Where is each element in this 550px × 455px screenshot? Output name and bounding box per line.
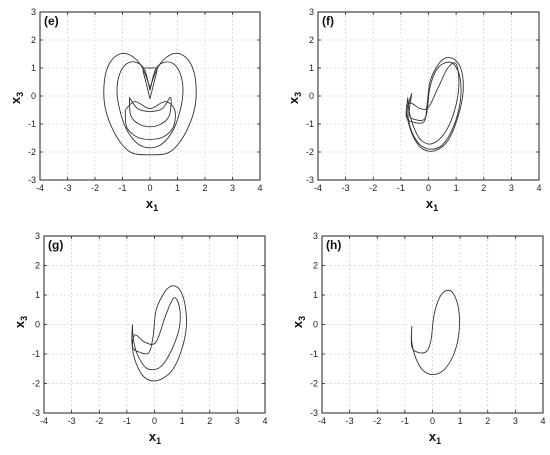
- y-tick-label: -1: [28, 119, 36, 129]
- x-tick-label: 1: [180, 416, 185, 426]
- series-line-4: [128, 96, 172, 128]
- x-tick-label: -3: [342, 183, 350, 193]
- x-axis-label: x1: [429, 429, 441, 446]
- y-tick-label: -1: [32, 349, 40, 359]
- y-tick-label: 2: [35, 261, 40, 271]
- x-tick-label: 1: [454, 183, 459, 193]
- y-tick-label: 1: [31, 63, 36, 73]
- x-tick-label: -2: [373, 416, 381, 426]
- series-line-2: [142, 67, 158, 99]
- x-tick-label: -1: [123, 416, 131, 426]
- x-tick-label: 2: [481, 183, 486, 193]
- x-tick-label: 0: [430, 416, 435, 426]
- x-tick-label: 0: [426, 183, 431, 193]
- x-axis-label: x1: [149, 429, 161, 446]
- x-tick-label: 1: [458, 416, 463, 426]
- y-tick-label: 3: [31, 7, 36, 17]
- y-tick-label: -2: [306, 147, 314, 157]
- x-tick-label: -2: [91, 183, 99, 193]
- y-tick-label: 0: [313, 320, 318, 330]
- x-tick-label: -2: [369, 183, 377, 193]
- series-line-0: [405, 57, 464, 152]
- x-axis-label-subscript: 1: [436, 436, 441, 446]
- x-tick-label: -3: [346, 416, 354, 426]
- x-tick-label: 3: [230, 183, 235, 193]
- x-axis-label-subscript: 1: [156, 436, 161, 446]
- y-axis-label: x3: [8, 92, 25, 104]
- series-line-1: [116, 61, 184, 149]
- x-tick-label: 2: [202, 183, 207, 193]
- series-line-0: [131, 285, 187, 382]
- x-tick-label: 3: [513, 416, 518, 426]
- y-tick-label: -3: [306, 175, 314, 185]
- x-axis-label-subscript: 1: [153, 203, 158, 213]
- x-tick-label: -4: [40, 416, 48, 426]
- y-tick-label: 2: [313, 261, 318, 271]
- y-tick-label: 2: [309, 35, 314, 45]
- y-tick-label: 0: [35, 320, 40, 330]
- panel-label: (g): [48, 238, 63, 252]
- series-line-3: [124, 101, 176, 140]
- y-axis-label-subscript: 3: [19, 316, 29, 321]
- y-tick-label: 1: [309, 63, 314, 73]
- x-tick-label: 2: [207, 416, 212, 426]
- y-tick-label: 3: [35, 231, 40, 241]
- y-tick-label: -3: [310, 408, 318, 418]
- y-axis-label: x3: [286, 92, 303, 104]
- y-tick-label: 3: [309, 7, 314, 17]
- y-tick-label: 0: [31, 91, 36, 101]
- x-tick-label: -1: [401, 416, 409, 426]
- x-axis-label-subscript: 1: [433, 203, 438, 213]
- panel-label: (h): [326, 238, 341, 252]
- x-tick-label: -4: [36, 183, 44, 193]
- x-tick-label: -1: [118, 183, 126, 193]
- x-tick-label: 4: [262, 416, 267, 426]
- series-line-0: [410, 289, 460, 376]
- x-tick-label: 0: [152, 416, 157, 426]
- x-tick-label: -2: [95, 416, 103, 426]
- series-line-0: [103, 52, 197, 156]
- y-tick-label: -2: [310, 379, 318, 389]
- panel-label: (e): [44, 14, 59, 28]
- y-axis-label: x3: [290, 316, 307, 328]
- y-tick-label: 0: [309, 91, 314, 101]
- y-tick-label: -1: [306, 119, 314, 129]
- x-axis-label: x1: [426, 196, 438, 213]
- x-tick-label: -3: [63, 183, 71, 193]
- x-tick-label: 0: [147, 183, 152, 193]
- x-tick-label: 2: [485, 416, 490, 426]
- x-tick-label: -4: [318, 416, 326, 426]
- series-line-1: [407, 61, 462, 150]
- x-tick-label: -1: [397, 183, 405, 193]
- x-tick-label: -3: [68, 416, 76, 426]
- x-tick-label: 1: [175, 183, 180, 193]
- y-tick-label: 3: [313, 231, 318, 241]
- x-tick-label: 4: [540, 416, 545, 426]
- panel-label: (f): [322, 14, 334, 28]
- y-axis-label-subscript: 3: [297, 316, 307, 321]
- x-tick-label: 4: [536, 183, 541, 193]
- y-tick-label: 1: [35, 290, 40, 300]
- y-axis-label-subscript: 3: [293, 92, 303, 97]
- y-tick-label: 2: [31, 35, 36, 45]
- y-tick-label: -3: [28, 175, 36, 185]
- x-tick-label: 3: [509, 183, 514, 193]
- y-axis-label: x3: [12, 316, 29, 328]
- x-axis-label: x1: [146, 196, 158, 213]
- y-tick-label: -2: [32, 379, 40, 389]
- y-tick-label: -3: [32, 408, 40, 418]
- x-tick-label: 3: [235, 416, 240, 426]
- x-tick-label: 4: [257, 183, 262, 193]
- y-tick-label: 1: [313, 290, 318, 300]
- y-axis-label-subscript: 3: [15, 92, 25, 97]
- y-tick-label: -1: [310, 349, 318, 359]
- y-tick-label: -2: [28, 147, 36, 157]
- x-tick-label: -4: [314, 183, 322, 193]
